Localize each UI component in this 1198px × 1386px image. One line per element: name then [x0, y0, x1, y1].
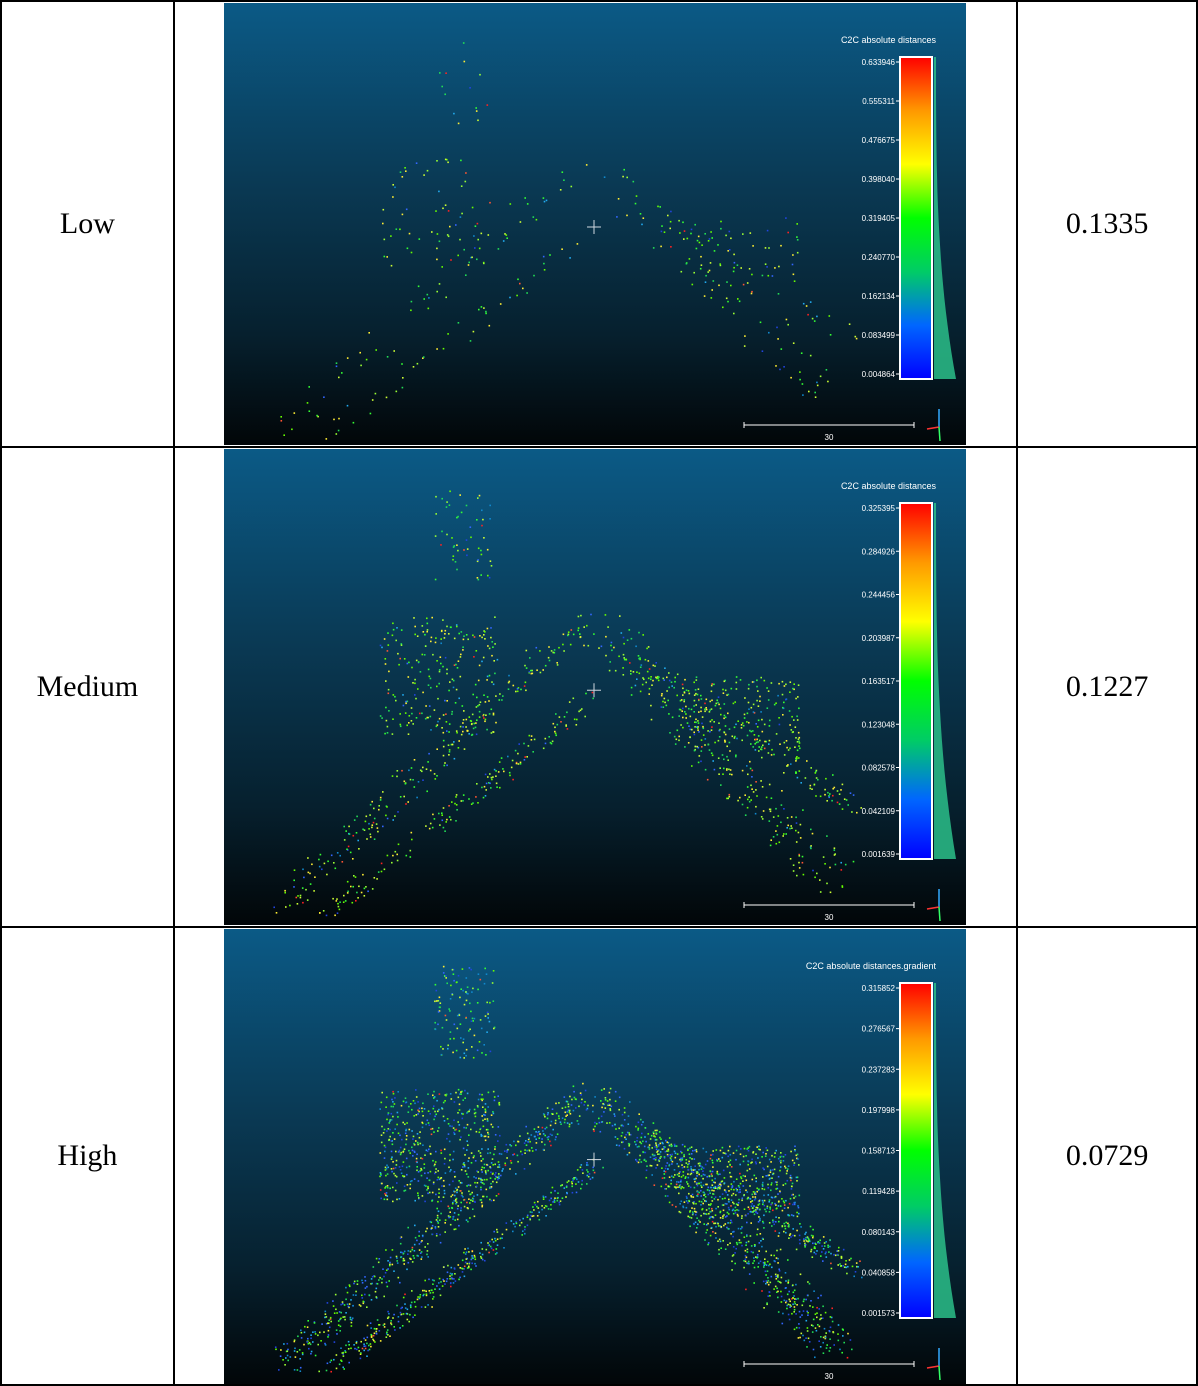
- center-crosshair: [586, 220, 601, 234]
- scale-bar-label: 30: [824, 433, 833, 442]
- colorbar: [898, 502, 933, 860]
- colorbar-title: C2C absolute distances: [841, 35, 937, 45]
- point-cloud-points: [280, 42, 858, 440]
- colorbar-tick-label: 0.123048: [861, 720, 895, 729]
- colorbar-tick-label: 0.162134: [861, 292, 895, 301]
- colorbar-tick-label: 0.119428: [862, 1187, 895, 1196]
- colorbar-tick-label: 0.197998: [861, 1106, 895, 1115]
- colorbar-tick-label: 0.158713: [861, 1147, 895, 1156]
- point-cloud-svg: C2C absolute distances.gradient 0.315852 0…: [274, 961, 956, 1381]
- colorbar-tick-label: 0.476675: [861, 136, 895, 145]
- point-cloud-image-cell: C2C absolute distances 0.325395 0.284926 0.…: [172, 446, 1019, 928]
- colorbar-tick-label: 0.398040: [861, 175, 895, 184]
- colorbar-tick-label: 0.555311: [862, 97, 895, 106]
- distance-value-cell: 0.1227: [1016, 446, 1198, 928]
- density-level-cell: Medium: [0, 446, 175, 928]
- colorbar-tick-label: 0.284926: [861, 547, 895, 556]
- table-row: Medium C2C absolute distances 0.325395 0.28…: [0, 446, 1198, 928]
- point-cloud-points: [274, 965, 863, 1373]
- colorbar-tick-label: 0.042109: [861, 807, 895, 816]
- colorbar-tick-label: 0.083499: [861, 331, 895, 340]
- point-cloud-svg: C2C absolute distances 0.633946 0.555311 0.…: [280, 35, 956, 442]
- scale-bar: [743, 902, 915, 908]
- colorbar-tick-label: 0.237283: [861, 1065, 895, 1074]
- colorbar-tick-label: 0.004864: [861, 370, 895, 379]
- scale-bar: [743, 422, 915, 428]
- colorbar-tick-label: 0.240770: [861, 253, 895, 262]
- point-cloud-render: C2C absolute distances 0.325395 0.284926 0.…: [223, 449, 966, 925]
- axis-trihedron: [926, 1348, 941, 1381]
- colorbar-tick-label: 0.276567: [861, 1025, 895, 1034]
- scale-bar-label: 30: [824, 913, 833, 922]
- colorbar-tick-label: 0.633946: [861, 58, 895, 67]
- colorbar-tick-label: 0.001639: [861, 850, 895, 859]
- colorbar: [898, 56, 933, 380]
- colorbar-tick-label: 0.082578: [861, 764, 895, 773]
- colorbar-tick-label: 0.080143: [861, 1228, 895, 1237]
- colorbar-tick-label: 0.203987: [861, 634, 895, 643]
- colorbar-tick-label: 0.244456: [861, 591, 895, 600]
- point-cloud-image-cell: C2C absolute distances 0.633946 0.555311 0.…: [172, 0, 1019, 448]
- colorbar-title: C2C absolute distances: [841, 481, 937, 491]
- colorbar-tick-label: 0.319405: [861, 214, 895, 223]
- colorbar-tick-label: 0.001573: [861, 1309, 895, 1318]
- center-crosshair: [586, 683, 601, 698]
- point-cloud-render: C2C absolute distances.gradient 0.315852 0…: [223, 929, 966, 1384]
- table-row: Low C2C absolute distances 0.633946 0.55531…: [0, 0, 1198, 448]
- point-cloud-render: C2C absolute distances 0.633946 0.555311 0.…: [223, 3, 966, 445]
- axis-trihedron: [926, 889, 941, 922]
- colorbar-tick-label: 0.315852: [861, 984, 895, 993]
- colorbar-histogram: [933, 57, 956, 379]
- colorbar-title: C2C absolute distances.gradient: [806, 961, 937, 971]
- point-cloud-svg: C2C absolute distances 0.325395 0.284926 0.…: [273, 481, 956, 922]
- point-cloud-points: [273, 490, 862, 917]
- colorbar-tick-label: 0.163517: [861, 677, 895, 686]
- colorbar-tick-label: 0.040858: [861, 1268, 895, 1277]
- table-row: High C2C absolute distances.gradient 0.315…: [0, 926, 1198, 1386]
- center-crosshair: [586, 1152, 601, 1167]
- distance-value-cell: 0.0729: [1016, 926, 1198, 1386]
- colorbar: [898, 982, 933, 1319]
- colorbar-histogram: [933, 983, 956, 1318]
- point-cloud-image-cell: C2C absolute distances.gradient 0.315852 0…: [172, 926, 1019, 1386]
- scale-bar: [743, 1361, 915, 1367]
- distance-value-cell: 0.1335: [1016, 0, 1198, 448]
- colorbar-tick-label: 0.325395: [861, 504, 895, 513]
- scale-bar-label: 30: [824, 1372, 833, 1381]
- density-level-cell: Low: [0, 0, 175, 448]
- density-level-cell: High: [0, 926, 175, 1386]
- axis-trihedron: [926, 409, 941, 442]
- colorbar-histogram: [933, 503, 956, 859]
